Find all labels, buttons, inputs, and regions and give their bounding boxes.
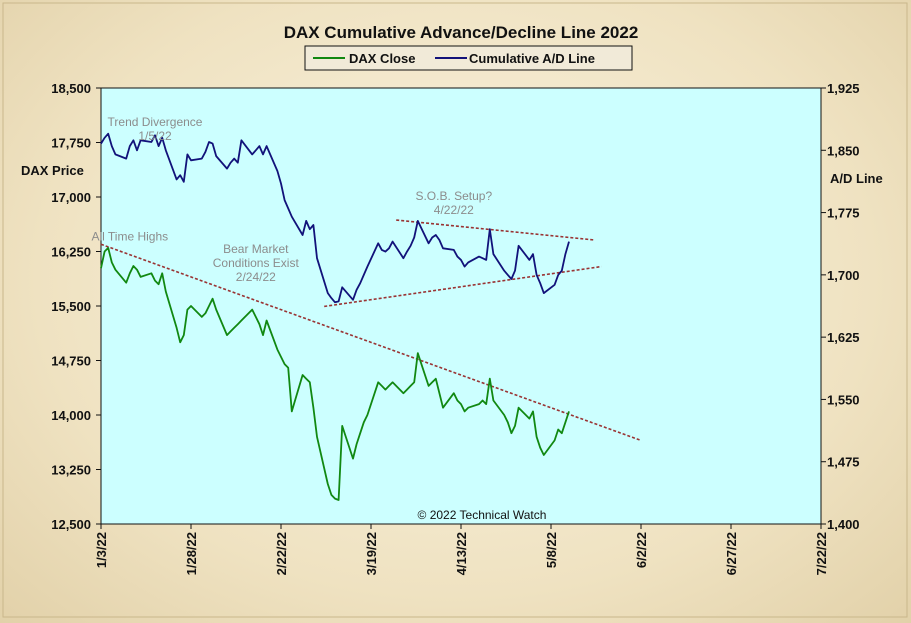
- right-tick-label: 1,625: [827, 330, 860, 345]
- annotation-1: Trend Divergence 1/5/22: [108, 115, 203, 143]
- trendlines: [100, 219, 642, 442]
- x-tick-label: 6/27/22: [724, 532, 739, 575]
- right-tick-label: 1,700: [827, 268, 860, 283]
- right-tick-label: 1,775: [827, 206, 860, 221]
- x-tick-label: 7/22/22: [814, 532, 829, 575]
- series-line-cumulative-a-d-line: [100, 132, 570, 304]
- right-tick-label: 1,925: [827, 81, 860, 96]
- x-axis: 1/3/22 1/28/22 2/22/22 3/19/22 4/13/22 5/8/22…: [94, 524, 829, 575]
- left-tick-label: 18,500: [51, 81, 91, 96]
- right-axis: 1,400 1,475 1,550 1,625 1,700 1,775 1,850 1,925: [821, 81, 860, 532]
- right-axis-title: A/D Line: [830, 171, 883, 186]
- left-axis-title: DAX Price: [21, 163, 84, 178]
- left-tick-label: 15,500: [51, 299, 91, 314]
- left-tick-label: 12,500: [51, 517, 91, 532]
- series-layer: [100, 132, 570, 501]
- right-tick-label: 1,475: [827, 455, 860, 470]
- left-tick-label: 16,250: [51, 245, 91, 260]
- right-tick-label: 1,400: [827, 517, 860, 532]
- annotations: Trend Divergence 1/5/22 All Time Highs Bear…: [91, 115, 492, 284]
- left-tick-label: 13,250: [51, 463, 91, 478]
- annotation-line: Conditions Exist: [213, 256, 300, 270]
- x-tick-label: 3/19/22: [364, 532, 379, 575]
- trendline-3: [396, 219, 595, 241]
- annotation-line: 1/5/22: [138, 129, 172, 143]
- annotation-3: Bear Market Conditions Exist 2/24/22: [213, 242, 300, 284]
- left-tick-label: 14,750: [51, 354, 91, 369]
- x-tick-label: 1/28/22: [184, 532, 199, 575]
- x-tick-label: 1/3/22: [94, 532, 109, 568]
- trendline-2: [324, 265, 602, 308]
- annotation-line: S.O.B. Setup?: [415, 189, 492, 203]
- right-tick-label: 1,550: [827, 392, 860, 407]
- series-line-dax-close: [100, 246, 570, 501]
- annotation-2: All Time Highs: [91, 230, 168, 244]
- annotation-line: Bear Market: [223, 242, 289, 256]
- left-tick-label: 17,750: [51, 136, 91, 151]
- annotation-line: 4/22/22: [434, 203, 474, 217]
- x-tick-label: 2/22/22: [274, 532, 289, 575]
- credit-text: © 2022 Technical Watch: [418, 508, 547, 522]
- annotation-line: All Time Highs: [91, 230, 168, 244]
- legend: DAX Close Cumulative A/D Line: [304, 45, 633, 71]
- right-tick-label: 1,850: [827, 143, 860, 158]
- annotation-line: Trend Divergence: [108, 115, 203, 129]
- left-axis: 12,500 13,250 14,000 14,750 15,500 16,250 17,0…: [51, 81, 101, 532]
- left-tick-label: 14,000: [51, 408, 91, 423]
- x-tick-label: 6/2/22: [634, 532, 649, 568]
- left-tick-label: 17,000: [51, 190, 91, 205]
- x-tick-label: 4/13/22: [454, 532, 469, 575]
- x-tick-label: 5/8/22: [544, 532, 559, 568]
- annotation-line: 2/24/22: [236, 270, 276, 284]
- legend-label-ad-line: Cumulative A/D Line: [469, 51, 595, 66]
- trendline-1: [100, 243, 642, 442]
- legend-box: [304, 45, 633, 71]
- annotation-4: S.O.B. Setup? 4/22/22: [415, 189, 492, 217]
- chart-title: DAX Cumulative Advance/Decline Line 2022: [284, 23, 639, 42]
- legend-label-dax-close: DAX Close: [349, 51, 415, 66]
